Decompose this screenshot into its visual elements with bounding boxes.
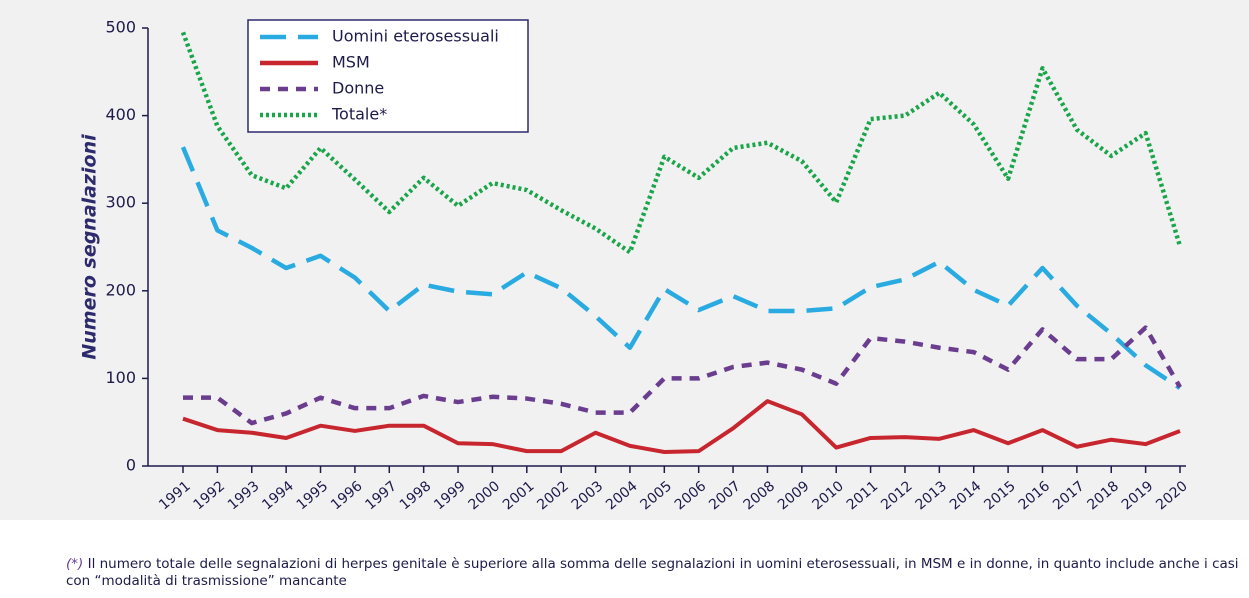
y-tick-label: 200 [105,280,136,299]
chart-background [0,0,1249,520]
y-tick-label: 100 [105,368,136,387]
legend-label: Donne [332,79,384,98]
y-tick-label: 300 [105,193,136,212]
series-line [182,399,1181,454]
y-tick-label: 500 [105,18,136,37]
footnote: (*) Il numero totale delle segnalazioni … [66,556,1241,590]
y-axis-label: Numero segnalazioni [79,134,101,360]
legend-box [247,19,529,133]
series-line [183,325,1182,426]
series-line [180,31,1183,255]
legend-label: MSM [332,53,370,72]
chart: Numero segnalazioni 01002003004005001991… [0,0,1249,520]
footnote-text: Il numero totale delle segnalazioni di h… [66,556,1239,589]
y-tick-label: 400 [105,105,136,124]
y-tick-label: 0 [126,456,136,475]
legend-label: Uomini eterosessuali [332,27,499,46]
series-line [180,146,1182,390]
footnote-marker: (*) [66,556,84,572]
legend-label: Totale* [331,105,387,124]
